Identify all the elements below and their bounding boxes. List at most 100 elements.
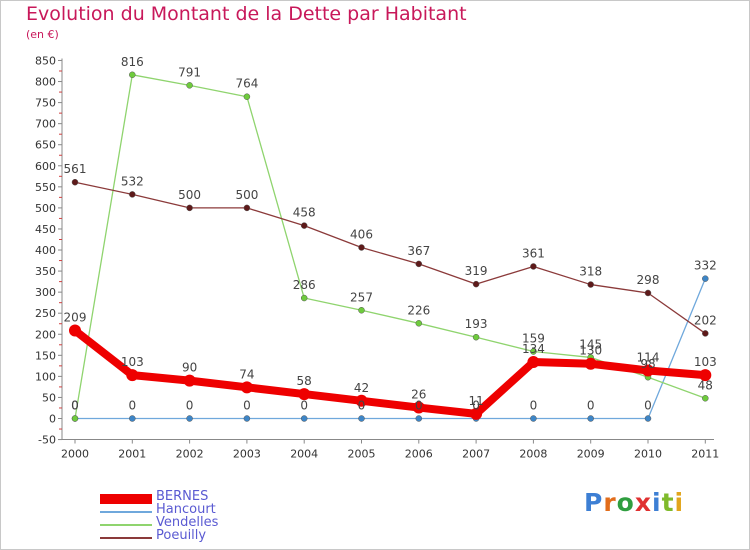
data-point-bernes (412, 401, 425, 414)
data-label-bernes: 103 (121, 355, 144, 369)
data-label-bernes: 90 (182, 361, 197, 375)
data-point-poeuilly (71, 178, 79, 186)
y-tick-label: 50 (42, 391, 56, 404)
data-label-poeuilly: 202 (694, 313, 717, 327)
x-tick-label: 2005 (348, 448, 376, 461)
data-point-bernes (584, 357, 597, 370)
data-label-poeuilly: 361 (522, 246, 545, 260)
data-label-bernes: 11 (468, 394, 483, 408)
logo-letter: r (603, 488, 617, 517)
logo-letter: x (634, 488, 652, 517)
series-line-poeuilly (74, 181, 706, 335)
data-label-poeuilly: 561 (64, 162, 87, 176)
data-point-hancourt (587, 415, 594, 422)
y-tick-label: 300 (35, 286, 56, 299)
data-point-bernes (69, 324, 81, 337)
data-label-bernes: 103 (694, 355, 717, 369)
data-label-hancourt: 0 (128, 399, 136, 413)
data-point-bernes (642, 364, 654, 377)
x-tick-label: 2002 (176, 448, 204, 461)
data-point-hancourt (358, 415, 365, 422)
data-label-bernes: 58 (297, 374, 312, 388)
data-labels: 209 103 90 74 58 42 26 11 134 130 114 103 0 0 0 0 0 0 0 0 0 0… (64, 55, 717, 413)
data-label-poeuilly: 318 (579, 265, 602, 279)
x-tick-label: 2007 (462, 448, 490, 461)
data-label-hancourt: 0 (300, 399, 308, 413)
data-point-vendelles (129, 71, 136, 79)
x-tick-label: 2001 (118, 448, 146, 461)
data-label-vendelles: 226 (407, 303, 430, 317)
data-label-hancourt: 0 (644, 399, 652, 413)
data-label-vendelles: 257 (350, 290, 373, 304)
data-point-poeuilly (702, 330, 709, 337)
data-point-poeuilly (358, 244, 365, 251)
data-point-poeuilly (644, 289, 652, 297)
data-point-poeuilly (129, 191, 136, 198)
data-label-hancourt: 0 (472, 399, 480, 413)
data-label-hancourt: 0 (358, 399, 366, 413)
data-point-vendelles (472, 333, 480, 341)
legend-swatch (100, 494, 152, 504)
data-label-hancourt: 0 (415, 399, 423, 413)
data-label-bernes: 114 (637, 350, 660, 364)
data-label-poeuilly: 458 (293, 206, 316, 220)
data-label-hancourt: 0 (243, 399, 251, 413)
y-tick-label: 700 (35, 118, 56, 131)
y-tick-label: 600 (35, 160, 56, 173)
x-tick-label: 2000 (61, 448, 89, 461)
data-point-vendelles (530, 348, 537, 355)
logo-letter: o (616, 488, 635, 517)
y-tick-label: 200 (35, 328, 56, 341)
legend-label: Poeuilly (156, 528, 207, 543)
data-label-poeuilly: 500 (235, 188, 258, 202)
y-tick-label: 450 (35, 223, 56, 236)
legend-swatch (100, 524, 152, 526)
data-point-poeuilly (472, 280, 480, 288)
y-tick-label: 850 (35, 54, 56, 67)
data-label-bernes: 26 (411, 388, 426, 402)
x-tick-label: 2004 (290, 448, 318, 461)
data-label-vendelles: 193 (465, 317, 488, 331)
data-point-bernes (126, 369, 139, 382)
x-tick-label: 2011 (691, 448, 719, 461)
data-point-bernes (470, 407, 483, 420)
data-point-poeuilly (415, 260, 423, 268)
logo-letter: t (661, 488, 675, 517)
data-point-vendelles (186, 82, 193, 89)
data-label-poeuilly: 500 (178, 188, 201, 202)
data-label-vendelles: 764 (235, 77, 258, 91)
data-point-hancourt (702, 275, 709, 282)
x-tick-label: 2006 (405, 448, 433, 461)
data-label-hancourt: 0 (186, 399, 194, 413)
data-label-poeuilly: 319 (465, 264, 488, 278)
y-tick-label: 550 (35, 181, 56, 194)
y-tick-label: 750 (35, 97, 56, 110)
data-label-poeuilly: 367 (407, 244, 430, 258)
data-point-vendelles (71, 415, 79, 422)
y-tick-label: 0 (49, 413, 56, 426)
y-tick-label: 250 (35, 307, 56, 320)
data-label-bernes: 42 (354, 381, 369, 395)
data-point-poeuilly (243, 204, 251, 212)
data-point-hancourt (129, 415, 136, 422)
data-label-hancourt: 0 (71, 399, 79, 413)
data-label-bernes: 130 (579, 344, 602, 358)
data-label-vendelles: 98 (640, 357, 655, 371)
x-tick-label: 2010 (634, 448, 662, 461)
legend-label: Hancourt (156, 502, 216, 517)
data-point-bernes (355, 394, 368, 407)
data-point-vendelles (358, 307, 365, 314)
data-label-vendelles: 48 (698, 378, 713, 392)
data-label-hancourt: 332 (694, 259, 717, 273)
x-tick-label: 2008 (519, 448, 547, 461)
proxiti-logo: Proxiti (584, 488, 684, 517)
y-tick-label: 400 (35, 244, 56, 257)
chart-title: Evolution du Montant de la Dette par Hab… (26, 3, 467, 25)
data-point-bernes (298, 388, 311, 401)
y-tick-label: -50 (38, 434, 56, 447)
data-point-hancourt (530, 415, 537, 422)
data-label-hancourt: 0 (587, 399, 595, 413)
data-point-hancourt (186, 415, 193, 422)
logo-letter: P (584, 488, 604, 517)
data-point-poeuilly (300, 222, 308, 229)
